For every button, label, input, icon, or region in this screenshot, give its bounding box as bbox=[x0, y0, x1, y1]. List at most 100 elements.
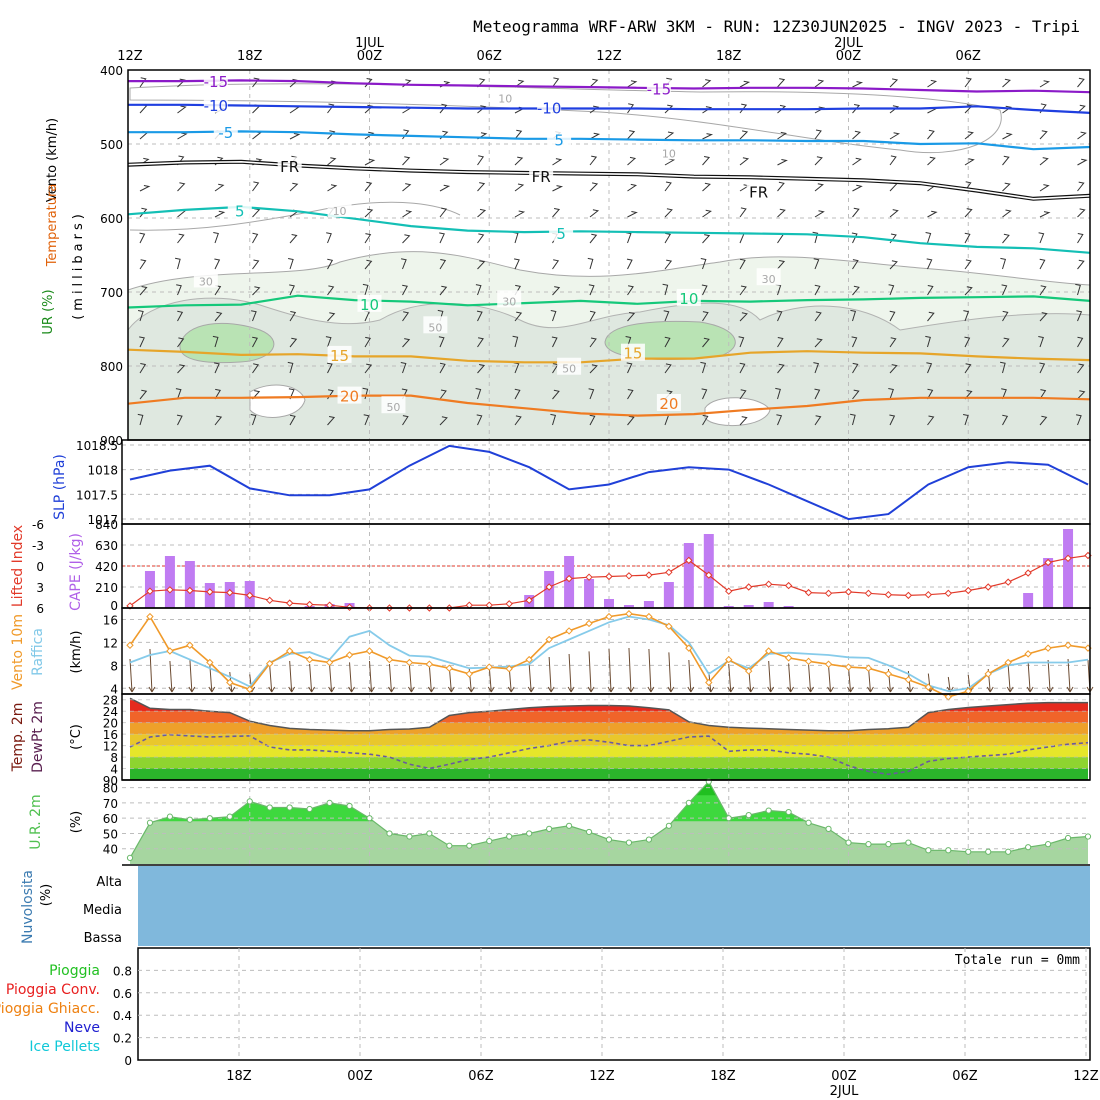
rh-point bbox=[546, 825, 553, 832]
wind-barb bbox=[812, 231, 819, 244]
wind-arrow bbox=[128, 658, 136, 693]
wind-point bbox=[904, 675, 913, 684]
wind-barb bbox=[926, 258, 933, 270]
wind-barb bbox=[627, 156, 637, 166]
wind-barb bbox=[777, 181, 785, 192]
wind-barb bbox=[589, 105, 600, 114]
wind-barb bbox=[925, 232, 932, 244]
wind-barb bbox=[289, 337, 298, 348]
wind-barb bbox=[364, 259, 373, 270]
cloud-level-label: Bassa bbox=[84, 931, 122, 946]
wind-arrow bbox=[827, 665, 834, 693]
wind-barb bbox=[813, 362, 820, 374]
wind-barb bbox=[889, 414, 896, 426]
isotherm-label-bg bbox=[357, 294, 382, 312]
li-point bbox=[784, 581, 793, 590]
wind-barb bbox=[476, 414, 483, 426]
rh-point bbox=[266, 804, 273, 811]
wind-barb bbox=[477, 182, 486, 192]
isotherm-label-bg bbox=[493, 87, 518, 105]
wind-point bbox=[924, 683, 933, 691]
isotherm-label-bg bbox=[620, 343, 645, 361]
rh-point bbox=[845, 839, 852, 846]
rh-tick-label: 80 bbox=[103, 782, 118, 796]
temperature-tick-label: 28 bbox=[103, 694, 118, 708]
li-point bbox=[146, 587, 154, 595]
top-time-label: 06Z bbox=[477, 49, 503, 64]
wind-barb bbox=[139, 389, 148, 400]
top-time-label: 00Z bbox=[836, 49, 862, 64]
wind-barb bbox=[139, 363, 147, 374]
wind-barb bbox=[627, 130, 636, 140]
precip-legend-entry: Ice Pellets bbox=[29, 1039, 100, 1055]
wind-barb bbox=[1002, 209, 1012, 218]
li-point bbox=[725, 587, 733, 595]
wind-arrow bbox=[1066, 658, 1074, 693]
wind-barb bbox=[964, 158, 975, 166]
rh-point bbox=[406, 833, 413, 840]
wind-barb bbox=[889, 105, 900, 114]
cloud-unit-label: (%) bbox=[39, 884, 54, 907]
wind-barb bbox=[852, 157, 862, 166]
wind-tick-label: 12 bbox=[103, 636, 118, 650]
wind-barb bbox=[1077, 259, 1085, 270]
precip-legend-entry: Neve bbox=[64, 1020, 100, 1036]
wind-barb bbox=[289, 234, 298, 244]
isotherm-label-bg bbox=[756, 268, 781, 286]
wind-barb bbox=[139, 336, 145, 348]
isotherm-label-bg bbox=[337, 386, 362, 404]
wind-barb bbox=[402, 338, 411, 348]
rh-axis-label: U.R. 2m bbox=[28, 794, 44, 849]
top-time-label: 06Z bbox=[956, 49, 982, 64]
wind-arrow bbox=[607, 648, 615, 693]
wind-point bbox=[126, 641, 134, 649]
isotherm-label: 5 bbox=[235, 203, 245, 221]
wind-barb bbox=[589, 132, 601, 140]
wind-barb bbox=[964, 232, 971, 244]
wind-barb bbox=[177, 310, 184, 322]
isotherm-label-bg bbox=[646, 79, 671, 97]
temperature-tick-label: 8 bbox=[110, 751, 118, 765]
li-tick-label: 6 bbox=[36, 602, 44, 616]
isotherm-label: 50 bbox=[428, 321, 442, 334]
wind-barb bbox=[400, 362, 407, 374]
wind-barb bbox=[627, 312, 636, 322]
isotherm-label: FR bbox=[749, 183, 768, 201]
rh-point bbox=[166, 813, 174, 820]
wind-barb bbox=[627, 389, 634, 400]
rh-point bbox=[186, 816, 193, 823]
wind-point bbox=[745, 667, 753, 675]
li-point bbox=[585, 573, 593, 581]
wind-barb bbox=[364, 208, 374, 218]
wind-barb bbox=[476, 310, 483, 322]
top-time-label: 18Z bbox=[237, 49, 263, 64]
wind-arrow bbox=[407, 664, 415, 693]
precip-legend-entry: Pioggia Conv. bbox=[6, 982, 100, 998]
wind-barb bbox=[439, 362, 446, 374]
pressure-tick-label: 600 bbox=[100, 212, 123, 226]
wind-arrow bbox=[1046, 659, 1054, 693]
isotherm-label: 20 bbox=[340, 388, 359, 406]
wind-barb bbox=[514, 156, 524, 166]
isotherm-label-bg bbox=[557, 357, 582, 375]
wind-barb bbox=[777, 337, 784, 348]
li-point bbox=[864, 589, 873, 598]
wind-barb bbox=[889, 337, 897, 348]
wind-barb bbox=[214, 311, 223, 322]
temperature-tick-label: 90 bbox=[103, 774, 118, 788]
isotherm-label-bg bbox=[203, 72, 228, 90]
wind-tick-label: 8 bbox=[110, 659, 118, 673]
wind-barb bbox=[1039, 362, 1046, 374]
bottom-time-label: 06Z bbox=[952, 1069, 978, 1084]
wind-barb bbox=[626, 362, 633, 374]
wind-barb bbox=[664, 208, 673, 218]
wind-barb bbox=[514, 79, 525, 88]
cloud-level-label: Media bbox=[83, 903, 122, 918]
wind-barb bbox=[589, 78, 599, 88]
slp-tick-label: 1018 bbox=[87, 464, 118, 478]
temperature-band bbox=[130, 757, 1088, 769]
wind-barb bbox=[814, 210, 825, 218]
isotherm-line bbox=[127, 348, 1091, 364]
wind-point bbox=[405, 658, 414, 667]
pressure-tick-label: 400 bbox=[100, 64, 123, 78]
